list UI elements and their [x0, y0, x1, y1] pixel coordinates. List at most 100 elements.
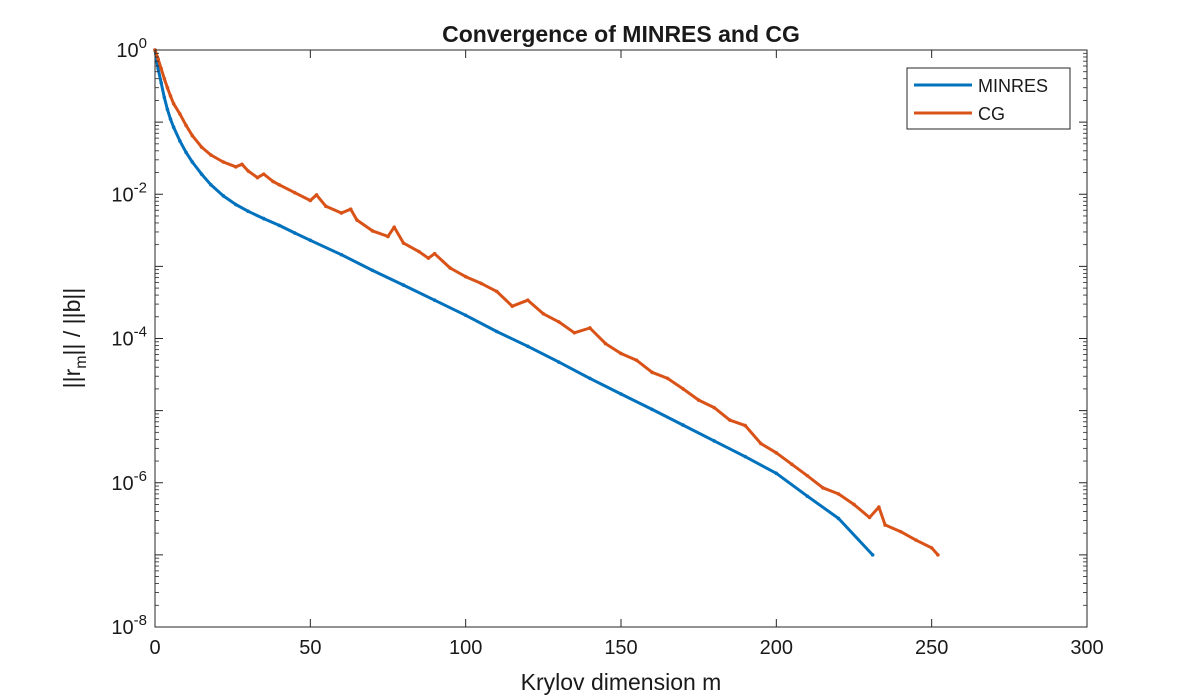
data-point-cg — [936, 553, 940, 557]
y-tick-exponent: -4 — [134, 324, 147, 341]
data-point-cg — [184, 123, 188, 128]
data-point-minres — [156, 66, 160, 71]
y-tick-label: 10-8 — [111, 612, 147, 639]
data-point-cg — [355, 218, 359, 222]
data-point-cg — [603, 341, 608, 346]
data-point-cg — [479, 281, 484, 286]
data-point-minres — [261, 216, 266, 221]
data-point-cg — [156, 57, 160, 61]
x-tick-label: 200 — [760, 637, 793, 659]
data-point-cg — [494, 289, 499, 294]
data-point-cg — [588, 326, 592, 330]
x-tick-label: 50 — [299, 637, 321, 659]
y-tick-base: 10 — [111, 473, 133, 495]
data-point-minres — [805, 494, 810, 499]
data-point-minres — [221, 194, 226, 198]
y-tick-base: 10 — [111, 184, 133, 206]
data-point-cg — [712, 405, 716, 410]
data-point-cg — [432, 251, 437, 256]
data-point-minres — [277, 223, 282, 228]
data-point-minres — [526, 344, 530, 349]
data-point-cg — [929, 546, 934, 550]
data-point-minres — [743, 454, 748, 459]
data-point-cg — [572, 330, 577, 335]
data-point-cg — [233, 165, 238, 169]
y-axis-title: ||rm|| / ||b|| — [59, 288, 90, 389]
data-point-minres — [308, 238, 313, 243]
data-point-minres — [162, 95, 167, 100]
data-point-cg — [401, 241, 406, 245]
data-point-cg — [339, 211, 344, 215]
data-point-cg — [417, 249, 421, 254]
y-tick-exponent: 0 — [139, 35, 147, 52]
y-axis-title-base: ||r — [59, 368, 85, 388]
data-point-minres — [209, 183, 213, 187]
data-point-cg — [759, 441, 763, 446]
chart-title: Convergence of MINRES and CG — [442, 21, 800, 47]
data-point-cg — [557, 320, 561, 324]
data-point-cg — [199, 145, 204, 149]
data-point-cg — [159, 66, 164, 71]
data-point-minres — [619, 392, 623, 396]
data-point-minres — [712, 439, 716, 443]
data-point-cg — [324, 204, 328, 209]
data-point-minres — [681, 423, 685, 427]
data-point-cg — [821, 486, 825, 490]
data-point-cg — [877, 505, 881, 509]
y-axis-title-sub: m — [73, 355, 90, 368]
plot-area — [154, 49, 1088, 628]
legend-label-minres: MINRES — [978, 76, 1048, 96]
data-point-cg — [448, 266, 452, 270]
data-point-cg — [261, 172, 266, 176]
legend-box — [906, 67, 1071, 130]
x-tick-label: 300 — [1070, 637, 1103, 659]
data-point-cg — [681, 387, 685, 391]
data-point-cg — [314, 193, 319, 197]
data-point-cg — [650, 370, 654, 375]
data-point-cg — [293, 190, 297, 195]
data-point-minres — [494, 329, 499, 334]
y-tick-label: 10-2 — [111, 179, 147, 206]
data-point-minres — [463, 313, 468, 318]
y-tick-base: 10 — [111, 329, 133, 351]
data-point-cg — [805, 473, 810, 478]
y-tick-label: 100 — [116, 35, 147, 62]
data-point-cg — [914, 538, 918, 542]
data-point-minres — [233, 202, 238, 207]
data-point-cg — [190, 133, 195, 138]
data-point-cg — [619, 351, 623, 356]
y-tick-exponent: -2 — [134, 179, 147, 196]
data-point-minres — [401, 283, 406, 287]
data-point-cg — [255, 175, 260, 180]
data-point-minres — [339, 252, 344, 257]
data-point-cg — [774, 451, 779, 455]
data-point-minres — [370, 268, 375, 273]
y-tick-base: 10 — [111, 617, 133, 639]
data-point-cg — [463, 274, 468, 279]
data-point-minres — [159, 81, 164, 85]
legend: MINRES CG — [906, 67, 1071, 130]
data-point-cg — [665, 376, 670, 381]
data-point-cg — [426, 256, 431, 260]
data-point-minres — [870, 553, 875, 557]
legend-label-cg: CG — [978, 104, 1005, 124]
data-point-cg — [836, 492, 841, 496]
data-point-cg — [852, 502, 856, 507]
data-point-minres — [836, 516, 841, 521]
axes-box — [154, 49, 1088, 628]
data-point-minres — [774, 471, 779, 476]
data-point-minres — [171, 125, 176, 130]
data-point-minres — [588, 376, 592, 381]
data-point-minres — [432, 298, 437, 302]
data-point-cg — [162, 76, 167, 81]
data-point-minres — [184, 150, 188, 155]
y-axis-title-rest: || / ||b|| — [59, 288, 85, 356]
data-point-minres — [293, 231, 297, 235]
data-point-cg — [348, 207, 353, 212]
data-point-minres — [557, 360, 561, 364]
data-point-minres — [246, 209, 250, 214]
data-point-cg — [171, 101, 176, 106]
x-tick-label: 100 — [449, 637, 482, 659]
x-tick-label: 0 — [149, 637, 160, 659]
